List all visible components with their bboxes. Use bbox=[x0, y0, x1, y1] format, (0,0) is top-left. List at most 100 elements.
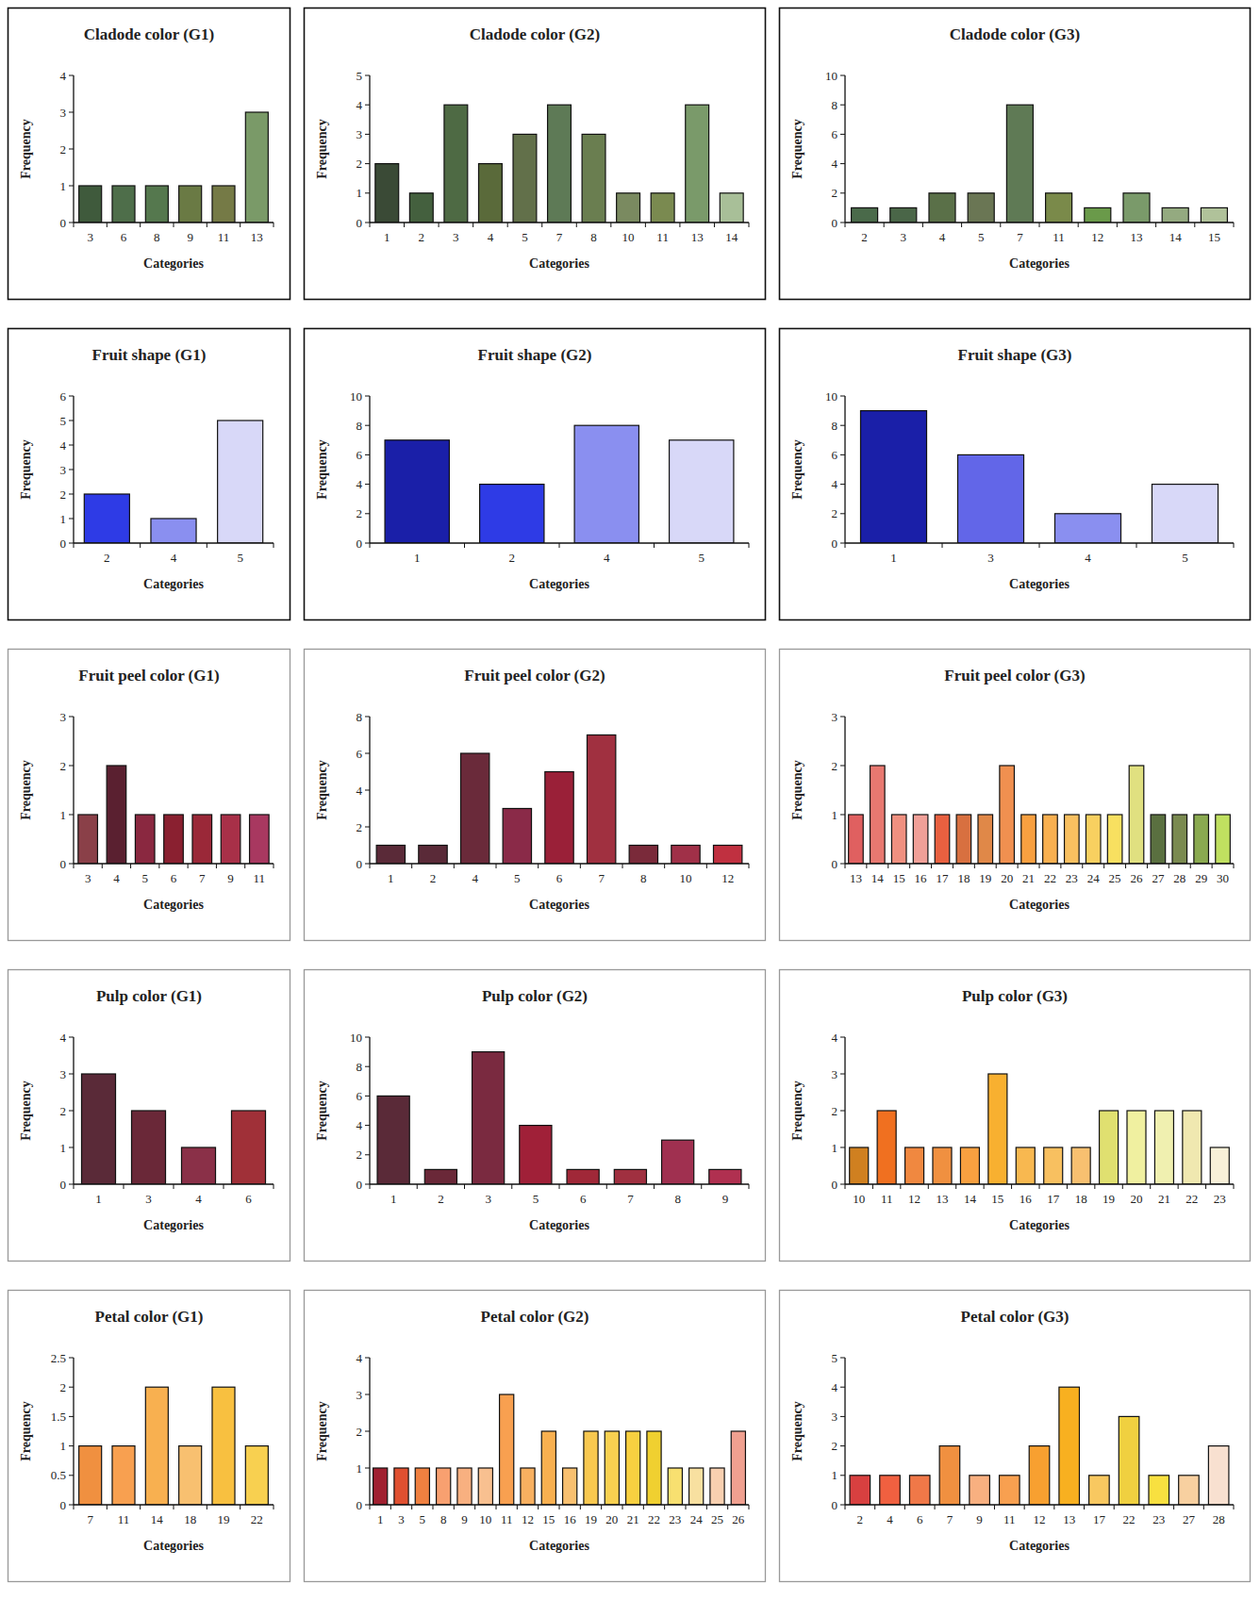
y-tick bbox=[840, 1416, 846, 1418]
y-tick bbox=[840, 425, 846, 427]
y-tick-label: 1 bbox=[831, 1468, 839, 1483]
x-tick bbox=[464, 543, 465, 548]
y-tick bbox=[68, 494, 74, 496]
x-tick-label: 5 bbox=[978, 230, 985, 245]
bar bbox=[1148, 1475, 1170, 1506]
panel-title: Pulp color (G3) bbox=[961, 987, 1068, 1006]
x-tick-label: 1 bbox=[377, 1512, 384, 1527]
y-axis-title: Frequency bbox=[18, 760, 34, 821]
x-tick bbox=[273, 543, 275, 548]
x-tick bbox=[1017, 863, 1019, 869]
x-tick bbox=[1011, 1184, 1012, 1190]
y-tick bbox=[840, 1387, 846, 1389]
y-tick-label: 0 bbox=[60, 1498, 67, 1513]
y-axis-title: Frequency bbox=[18, 1401, 34, 1462]
y-tick bbox=[840, 396, 846, 398]
x-tick bbox=[516, 1505, 518, 1510]
x-tick-label: 29 bbox=[1194, 871, 1208, 886]
y-tick bbox=[364, 1066, 370, 1068]
y-axis-title: Frequency bbox=[790, 439, 805, 500]
y-tick-label: 4 bbox=[60, 438, 67, 453]
y-tick bbox=[68, 716, 74, 718]
x-tick-label: 5 bbox=[521, 230, 529, 245]
y-tick bbox=[840, 765, 846, 767]
x-tick bbox=[887, 863, 889, 869]
bar bbox=[905, 1147, 925, 1185]
y-tick-label: 10 bbox=[349, 389, 363, 404]
panel: Fruit peel color (G1)012334567911Categor… bbox=[8, 649, 291, 942]
x-tick bbox=[995, 863, 997, 869]
x-tick-label: 15 bbox=[542, 1512, 555, 1527]
y-axis bbox=[368, 75, 370, 223]
x-tick bbox=[974, 863, 976, 869]
bar bbox=[192, 814, 213, 864]
y-tick-label: 2 bbox=[831, 1439, 839, 1454]
y-tick bbox=[68, 112, 74, 114]
x-tick bbox=[748, 543, 750, 548]
y-tick-label: 0 bbox=[60, 857, 67, 872]
bar bbox=[909, 1475, 930, 1506]
x-tick bbox=[273, 1505, 275, 1510]
y-tick bbox=[68, 1416, 74, 1418]
x-tick-label: 18 bbox=[183, 1512, 197, 1527]
x-tick-label: 4 bbox=[487, 230, 495, 245]
x-tick-label: 25 bbox=[1109, 871, 1122, 886]
x-tick-label: 5 bbox=[698, 550, 706, 565]
x-tick bbox=[1060, 863, 1062, 869]
x-tick-label: 4 bbox=[886, 1512, 894, 1527]
bar bbox=[912, 814, 929, 864]
x-tick bbox=[1233, 222, 1235, 228]
x-axis-title: Categories bbox=[529, 1218, 590, 1233]
y-tick-label: 3 bbox=[60, 1067, 67, 1082]
x-axis bbox=[73, 862, 274, 864]
bar bbox=[1043, 814, 1059, 864]
y-tick-label: 4 bbox=[60, 68, 67, 83]
y-tick bbox=[840, 543, 846, 545]
x-tick bbox=[106, 1505, 108, 1510]
panel-title: Petal color (G3) bbox=[961, 1308, 1070, 1327]
y-tick-label: 4 bbox=[356, 98, 364, 113]
bars bbox=[373, 1394, 747, 1506]
bar bbox=[999, 765, 1015, 864]
x-tick bbox=[606, 1184, 608, 1190]
x-tick bbox=[1113, 1505, 1115, 1510]
panel: Pulp color (G2)024681012356789Categories… bbox=[304, 970, 766, 1262]
x-tick bbox=[845, 1184, 846, 1190]
y-tick bbox=[68, 445, 74, 447]
x-tick bbox=[472, 222, 474, 228]
y-axis-title: Frequency bbox=[315, 118, 330, 180]
x-tick-label: 22 bbox=[1044, 871, 1057, 886]
bars bbox=[848, 765, 1231, 864]
bar bbox=[586, 735, 615, 865]
x-tick bbox=[511, 1184, 513, 1190]
x-tick-label: 8 bbox=[590, 230, 597, 245]
x-tick bbox=[1143, 1505, 1144, 1510]
x-tick bbox=[559, 1505, 561, 1510]
y-tick-label: 5 bbox=[60, 414, 67, 429]
x-tick bbox=[273, 863, 275, 869]
x-tick-label: 13 bbox=[849, 871, 863, 886]
x-tick bbox=[1103, 863, 1105, 869]
bar bbox=[541, 1431, 556, 1506]
y-tick bbox=[840, 1037, 846, 1039]
y-tick-label: 4 bbox=[831, 477, 839, 492]
x-tick bbox=[713, 222, 715, 228]
bar bbox=[574, 425, 639, 544]
x-tick bbox=[1053, 1505, 1055, 1510]
bar bbox=[956, 814, 972, 864]
panel-frame bbox=[779, 649, 1251, 942]
x-tick bbox=[904, 1505, 906, 1510]
x-tick-label: 24 bbox=[690, 1512, 704, 1527]
bar bbox=[1021, 814, 1037, 864]
panel-frame bbox=[8, 1291, 291, 1583]
bar bbox=[220, 814, 241, 864]
y-axis-title: Frequency bbox=[790, 118, 805, 180]
y-tick-label: 2 bbox=[831, 1104, 839, 1119]
x-tick bbox=[73, 863, 75, 869]
bar bbox=[969, 1475, 991, 1506]
panel-frame bbox=[8, 329, 291, 621]
bar bbox=[376, 845, 405, 865]
bar bbox=[245, 1446, 268, 1506]
x-tick bbox=[411, 863, 413, 869]
y-axis bbox=[72, 716, 74, 864]
